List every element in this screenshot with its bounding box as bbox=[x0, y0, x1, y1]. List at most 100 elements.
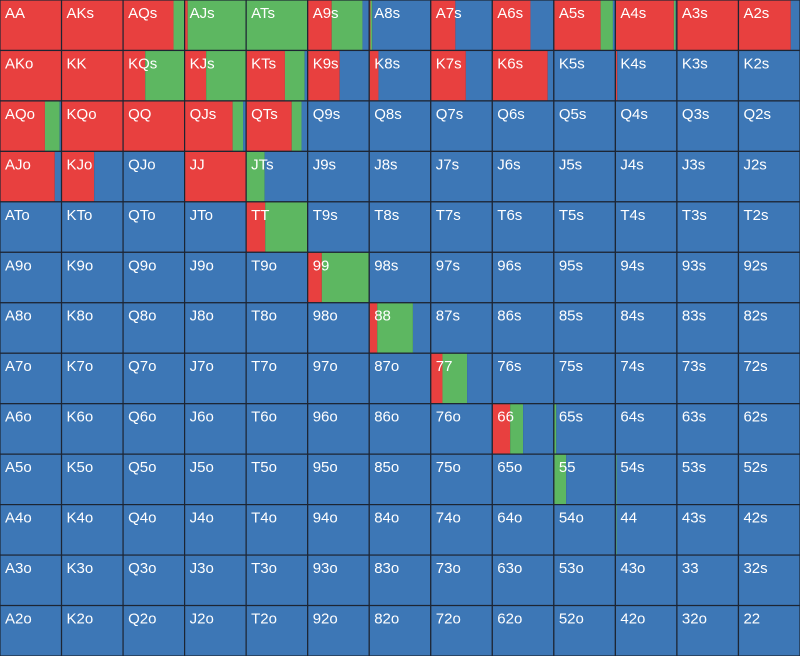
action-segment bbox=[246, 454, 308, 505]
hand-cell: K4s bbox=[614, 49, 678, 102]
action-segment bbox=[307, 201, 370, 253]
hand-label: 88 bbox=[374, 308, 391, 325]
action-segment bbox=[184, 252, 247, 303]
hand-label: K3s bbox=[682, 55, 708, 72]
hand-cell: Q2s bbox=[737, 100, 800, 152]
hand-label: 86s bbox=[497, 308, 521, 325]
hand-label: 42s bbox=[743, 510, 767, 527]
hand-cell: T4o bbox=[245, 504, 309, 556]
hand-cell: 84o bbox=[368, 504, 432, 556]
hand-cell: J3s bbox=[676, 150, 740, 203]
hand-label: Q7s bbox=[436, 106, 464, 123]
hand-cell: 53s bbox=[676, 453, 740, 506]
action-segment bbox=[246, 353, 308, 404]
hand-label: 32o bbox=[682, 611, 707, 628]
action-segment bbox=[0, 302, 62, 354]
action-segment bbox=[246, 605, 308, 656]
action-segment bbox=[492, 605, 554, 656]
hand-cell: QJs bbox=[184, 100, 247, 152]
hand-label: 53s bbox=[682, 459, 706, 476]
hand-cell: 82o bbox=[368, 604, 432, 656]
hand-cell: Q4o bbox=[122, 504, 186, 556]
hand-cell: Q9s bbox=[307, 100, 370, 152]
hand-label: J7o bbox=[190, 358, 214, 375]
action-segment bbox=[370, 0, 373, 51]
hand-cell: QTs bbox=[245, 100, 309, 152]
action-segment bbox=[0, 252, 62, 303]
hand-cell: A3o bbox=[0, 554, 63, 607]
action-segment bbox=[553, 454, 567, 505]
action-segment bbox=[61, 201, 124, 253]
action-segment bbox=[61, 151, 95, 202]
hand-label: 62s bbox=[743, 409, 767, 426]
hand-cell: 82s bbox=[737, 302, 800, 354]
hand-label: 87o bbox=[374, 358, 399, 375]
action-segment bbox=[492, 454, 554, 505]
action-segment bbox=[184, 555, 247, 606]
hand-cell: A9o bbox=[0, 251, 63, 304]
action-segment bbox=[246, 555, 308, 606]
action-segment bbox=[510, 403, 524, 455]
hand-cell: J4o bbox=[184, 504, 247, 556]
action-segment bbox=[615, 151, 677, 202]
hand-label: A8o bbox=[5, 308, 32, 325]
action-segment bbox=[184, 454, 247, 505]
hand-label: 52s bbox=[743, 459, 767, 476]
action-segment bbox=[676, 454, 739, 505]
hand-cell: 63o bbox=[491, 554, 555, 607]
action-segment bbox=[59, 100, 62, 152]
action-segment bbox=[615, 353, 677, 404]
action-segment bbox=[369, 50, 379, 101]
hand-cell: 75s bbox=[553, 352, 616, 405]
hand-cell: J9s bbox=[307, 150, 370, 203]
hand-label: 98s bbox=[374, 257, 398, 274]
action-segment bbox=[430, 100, 493, 152]
action-segment bbox=[553, 605, 616, 656]
action-segment bbox=[0, 151, 55, 202]
hand-cell: J5s bbox=[553, 150, 616, 203]
hand-cell: AKs bbox=[60, 0, 124, 52]
action-segment bbox=[284, 50, 305, 101]
action-segment bbox=[307, 504, 370, 556]
action-segment bbox=[492, 403, 511, 455]
hand-cell: A4o bbox=[0, 504, 63, 556]
action-segment bbox=[676, 50, 739, 101]
action-segment bbox=[615, 50, 618, 101]
hand-cell: AQo bbox=[0, 100, 63, 152]
hand-label: 93s bbox=[682, 257, 706, 274]
action-segment bbox=[362, 0, 370, 51]
hand-cell: K5o bbox=[60, 453, 124, 506]
action-segment bbox=[738, 201, 800, 253]
action-segment bbox=[553, 0, 601, 51]
hand-cell: T2o bbox=[245, 604, 309, 656]
action-segment bbox=[0, 403, 62, 455]
hand-cell: K2o bbox=[60, 604, 124, 656]
hand-label: J5o bbox=[190, 459, 214, 476]
hand-label: JTo bbox=[190, 207, 213, 224]
hand-label: T9s bbox=[313, 207, 338, 224]
hand-cell: 75o bbox=[430, 453, 493, 506]
action-segment bbox=[676, 555, 739, 606]
action-segment bbox=[246, 403, 308, 455]
hand-label: A7o bbox=[5, 358, 32, 375]
hand-cell: A9s bbox=[307, 0, 370, 52]
hand-cell: 93o bbox=[307, 554, 370, 607]
hand-cell: T5s bbox=[553, 201, 616, 253]
action-segment bbox=[339, 50, 370, 101]
hand-cell: 44 bbox=[614, 504, 678, 556]
action-segment bbox=[556, 403, 616, 455]
hand-cell: Q7s bbox=[430, 100, 493, 152]
hand-cell: KQs bbox=[122, 49, 186, 102]
hand-label: K2s bbox=[743, 55, 769, 72]
hand-label: T7s bbox=[436, 207, 461, 224]
hand-label: J2s bbox=[743, 156, 766, 173]
action-segment bbox=[307, 605, 370, 656]
action-segment bbox=[738, 605, 800, 656]
hand-label: A4o bbox=[5, 510, 32, 527]
hand-cell: 62s bbox=[737, 403, 800, 455]
hand-label: A3o bbox=[5, 560, 32, 577]
action-segment bbox=[61, 100, 124, 152]
hand-label: A3s bbox=[682, 5, 708, 22]
hand-cell: K5s bbox=[553, 49, 616, 102]
hand-label: 96o bbox=[313, 409, 338, 426]
